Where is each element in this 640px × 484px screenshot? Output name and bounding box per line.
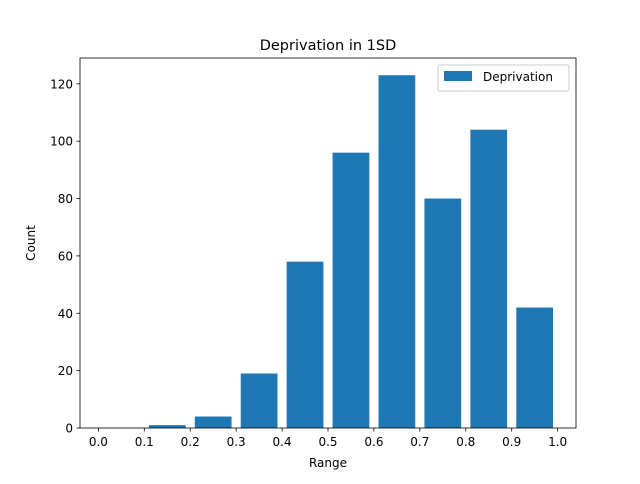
y-tick-label: 120 [50,77,73,91]
legend-swatch-deprivation [444,71,472,81]
bar-8 [516,307,554,428]
x-tick-label: 0.7 [410,435,429,449]
x-tick-label: 0.1 [135,435,154,449]
bar-0 [148,425,186,428]
bar-7 [470,129,508,428]
x-tick-label: 0.5 [318,435,337,449]
plot-area-frame [79,57,577,429]
legend-label-deprivation: Deprivation [483,70,553,84]
chart-title: Deprivation in 1SD [260,38,397,54]
bar-3 [286,261,324,428]
x-tick-label: 0.6 [364,435,383,449]
bar-6 [424,198,462,428]
legend: Deprivation [437,64,570,92]
x-tick-label: 0.2 [181,435,200,449]
y-tick-label: 40 [58,307,73,321]
bar-4 [332,152,370,428]
x-tick-label: 0.9 [502,435,521,449]
y-tick-label: 60 [58,249,73,263]
x-axis-ticks: 0.0 0.1 0.2 0.3 0.4 0.5 0.6 0.7 0.8 0.9 1.0 [89,428,567,449]
y-tick-label: 0 [65,422,73,436]
x-tick-label: 0.3 [227,435,246,449]
x-tick-label: 0.4 [273,435,292,449]
y-axis-label: Count [24,225,38,261]
y-tick-label: 80 [58,192,73,206]
x-axis-label: Range [309,456,347,470]
x-tick-label: 0.0 [89,435,108,449]
y-axis-ticks: 0 20 40 60 80 100 120 [50,77,80,436]
x-tick-label: 0.8 [456,435,475,449]
bar-5 [378,75,416,429]
bar-1 [194,416,232,428]
y-tick-label: 100 [50,135,73,149]
x-tick-label: 1.0 [548,435,567,449]
bar-group [148,75,554,429]
y-tick-label: 20 [58,364,73,378]
bar-2 [240,373,278,428]
